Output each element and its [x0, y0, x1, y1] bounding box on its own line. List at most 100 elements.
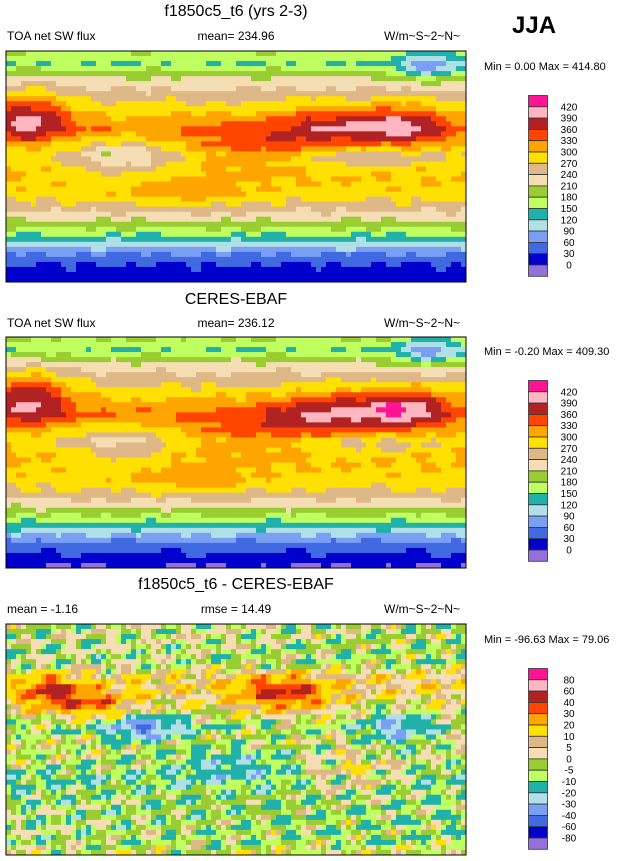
map-cell	[176, 186, 182, 193]
map-cell	[81, 51, 87, 57]
map-cell	[66, 101, 72, 107]
map-cell	[171, 61, 177, 67]
map-cell	[426, 146, 432, 152]
map-cell	[241, 337, 247, 343]
map-cell	[251, 201, 257, 208]
map-cell	[276, 256, 282, 263]
map-cell	[171, 51, 177, 57]
map-cell	[331, 136, 337, 142]
map-cell	[61, 266, 67, 273]
map-cell	[351, 66, 357, 72]
map-cell	[111, 181, 117, 187]
map-cell	[331, 156, 337, 162]
map-cell	[116, 271, 122, 278]
map-cell	[366, 211, 372, 218]
map-cell	[196, 342, 202, 348]
map-cell	[431, 231, 437, 238]
map-cell	[256, 101, 262, 107]
map-cell	[311, 51, 317, 57]
map-cell	[116, 61, 122, 67]
map-cell	[351, 141, 357, 147]
map-cell	[181, 221, 187, 228]
map-cell	[446, 241, 452, 248]
map-cell	[406, 201, 412, 208]
map-cell	[271, 61, 277, 67]
map-cell	[441, 56, 447, 62]
map-cell	[376, 166, 382, 172]
map-cell	[436, 342, 442, 348]
map-cell	[416, 347, 422, 353]
map-cell	[256, 61, 262, 67]
map-cell	[376, 116, 382, 122]
map-cell	[261, 111, 267, 117]
map-cell	[106, 276, 112, 283]
map-cell	[336, 166, 342, 172]
map-cell	[461, 166, 467, 172]
map-cell	[196, 271, 202, 278]
map-cell	[201, 261, 207, 268]
map-cell	[331, 221, 337, 228]
map-cell	[371, 241, 377, 248]
map-cell	[381, 221, 387, 228]
map-cell	[51, 347, 57, 353]
map-cell	[456, 231, 462, 238]
map-cell	[176, 211, 182, 218]
map-cell	[341, 256, 347, 263]
map-cell	[21, 216, 27, 223]
map-cell	[76, 181, 82, 187]
map-cell	[461, 211, 467, 218]
map-cell	[301, 166, 307, 172]
map-cell	[106, 51, 112, 57]
map-cell	[266, 246, 272, 253]
map-cell	[261, 106, 267, 112]
map-cell	[16, 161, 22, 167]
map-cell	[66, 276, 72, 283]
map-cell	[376, 51, 382, 57]
map-cell	[316, 256, 322, 263]
map-cell	[86, 86, 92, 92]
map-cell	[66, 337, 72, 343]
map-cell	[451, 61, 457, 67]
map-cell	[186, 191, 192, 198]
map-cell	[96, 61, 102, 67]
map-cell	[76, 337, 82, 343]
map-cell	[201, 51, 207, 57]
map-cell	[61, 106, 67, 112]
map-cell	[401, 56, 407, 62]
map-cell	[21, 146, 27, 152]
map-cell	[191, 126, 197, 132]
map-cell	[41, 276, 47, 283]
map-cell	[431, 352, 437, 358]
map-cell	[141, 251, 147, 258]
map-cell	[171, 191, 177, 198]
map-cell	[131, 196, 137, 203]
map-cell	[326, 116, 332, 122]
map-cell	[156, 56, 162, 62]
map-cell	[191, 86, 197, 92]
map-cell	[311, 151, 317, 157]
map-cell	[386, 221, 392, 228]
map-cell	[91, 236, 97, 243]
map-cell	[431, 276, 437, 283]
map-cell	[61, 261, 67, 268]
map-cell	[56, 241, 62, 248]
map-cell	[191, 66, 197, 72]
map-cell	[271, 121, 277, 127]
map-cell	[371, 176, 377, 182]
map-cell	[191, 191, 197, 198]
map-cell	[126, 96, 132, 102]
map-cell	[151, 241, 157, 248]
map-cell	[296, 161, 302, 167]
map-cell	[201, 156, 207, 162]
map-cell	[396, 266, 402, 273]
map-cell	[266, 76, 272, 82]
map-cell	[441, 256, 447, 263]
map-cell	[236, 266, 242, 273]
map-cell	[171, 367, 177, 373]
map-cell	[96, 96, 102, 102]
map-cell	[381, 352, 387, 358]
map-cell	[21, 186, 27, 193]
map-cell	[361, 66, 367, 72]
map-cell	[81, 276, 87, 283]
colorbar-label: 120	[561, 215, 578, 226]
